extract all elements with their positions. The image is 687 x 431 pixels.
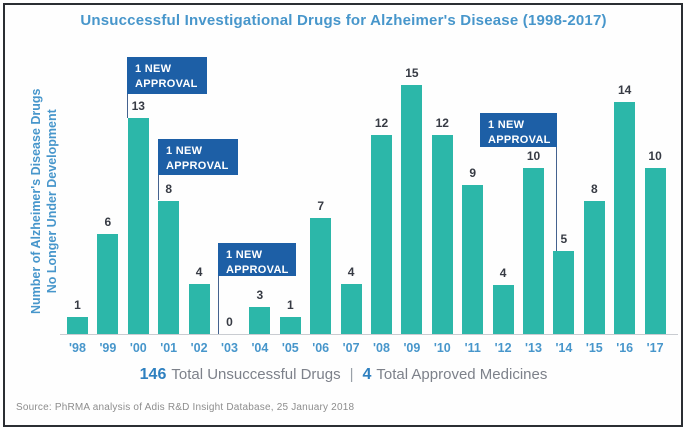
bar-value-label: 15 — [405, 66, 419, 80]
total-approved-value: 4 — [362, 366, 372, 383]
bar-value-label: 8 — [590, 182, 598, 196]
bar-'10 — [431, 135, 453, 334]
bar-'14 — [553, 251, 575, 334]
x-axis-tick-label: '12 — [494, 341, 512, 355]
bar-value-label: 4 — [195, 265, 203, 279]
bar-value-label: 1 — [74, 298, 81, 312]
x-axis-tick-label: '03 — [221, 341, 238, 355]
x-axis-tick-label: '13 — [525, 341, 542, 355]
bar-'02 — [188, 284, 210, 334]
totals-separator: | — [349, 366, 354, 383]
source-note: Source: PhRMA analysis of Adis R&D Insig… — [16, 402, 355, 413]
bar-'11 — [462, 185, 484, 334]
approval-flag-connector — [127, 94, 128, 118]
bar-value-label: 8 — [165, 182, 173, 196]
bar-'01 — [158, 201, 180, 334]
x-axis-tick-label: '10 — [433, 341, 451, 355]
x-axis-tick-label: '01 — [160, 341, 178, 355]
x-axis-line — [60, 334, 678, 335]
bar-'06 — [310, 218, 332, 334]
bar-value-label: 5 — [560, 232, 568, 246]
approval-flag-01: 1 NEW APPROVAL — [158, 139, 238, 175]
bar-value-label: 12 — [435, 116, 449, 130]
x-axis-tick-label: '98 — [69, 341, 86, 355]
approval-flag-00: 1 NEW APPROVAL — [127, 57, 207, 94]
bar-'07 — [340, 284, 362, 334]
total-unsuccessful-label: Total Unsuccessful Drugs — [171, 366, 341, 383]
x-axis-tick-label: '17 — [646, 341, 664, 355]
bar-value-label: 6 — [104, 215, 112, 229]
chart-title: Unsuccessful Investigational Drugs for A… — [80, 12, 607, 29]
bar-'05 — [279, 317, 301, 334]
bar-value-label: 0 — [226, 315, 233, 329]
bar-'16 — [614, 102, 636, 334]
y-axis-label: Number of Alzheimer's Disease Drugs No L… — [28, 56, 61, 346]
total-approved-label: Total Approved Medicines — [376, 366, 548, 383]
x-axis-tick-label: '05 — [281, 341, 299, 355]
bar-'08 — [371, 135, 392, 334]
bar-value-label: 4 — [347, 265, 355, 279]
x-axis-tick-label: '09 — [403, 341, 421, 355]
approval-flag-14: 1 NEW APPROVAL — [480, 113, 557, 147]
bar-value-label: 14 — [618, 83, 632, 97]
x-axis-tick-label: '02 — [190, 341, 208, 355]
x-axis-tick-label: '16 — [616, 341, 634, 355]
chart-frame — [3, 3, 683, 427]
bar-'13 — [523, 168, 544, 334]
bar-value-label: 10 — [526, 149, 541, 163]
x-axis-tick-label: '07 — [342, 341, 360, 355]
total-unsuccessful-value: 146 — [139, 366, 167, 383]
bar-'17 — [644, 168, 666, 334]
y-axis-label-line1: Number of Alzheimer's Disease Drugs — [28, 88, 43, 315]
x-axis-tick-label: '08 — [373, 341, 390, 355]
bar-'12 — [492, 285, 514, 334]
x-axis-tick-label: '11 — [464, 341, 481, 355]
approval-flag-connector — [218, 276, 219, 334]
x-axis-tick-label: '06 — [312, 341, 330, 355]
x-axis-tick-label: '00 — [129, 341, 147, 355]
x-axis-tick-label: '99 — [99, 341, 117, 355]
bar-value-label: 10 — [648, 149, 662, 163]
bar-'00 — [127, 118, 149, 334]
bar-value-label: 13 — [131, 99, 145, 113]
totals-summary: 146 Total Unsuccessful Drugs | 4 Total Appro… — [0, 366, 687, 384]
bar-'04 — [249, 307, 271, 334]
x-axis-tick-label: '15 — [585, 341, 603, 355]
bar-'99 — [97, 234, 119, 334]
bar-value-label: 9 — [469, 166, 477, 180]
bar-'15 — [583, 201, 605, 334]
bar-value-label: 1 — [286, 298, 294, 312]
bar-value-label: 3 — [256, 288, 264, 302]
x-axis-tick-label: '14 — [555, 341, 573, 355]
approval-flag-connector — [158, 175, 159, 200]
bar-value-label: 4 — [499, 266, 507, 280]
approval-flag-connector — [556, 147, 557, 251]
bar-'98 — [67, 317, 88, 334]
bar-value-label: 7 — [317, 199, 325, 213]
x-axis-tick-label: '04 — [251, 341, 269, 355]
approval-flag-03: 1 NEW APPROVAL — [218, 243, 296, 276]
bar-value-label: 12 — [374, 116, 389, 130]
bar-'09 — [401, 85, 423, 334]
